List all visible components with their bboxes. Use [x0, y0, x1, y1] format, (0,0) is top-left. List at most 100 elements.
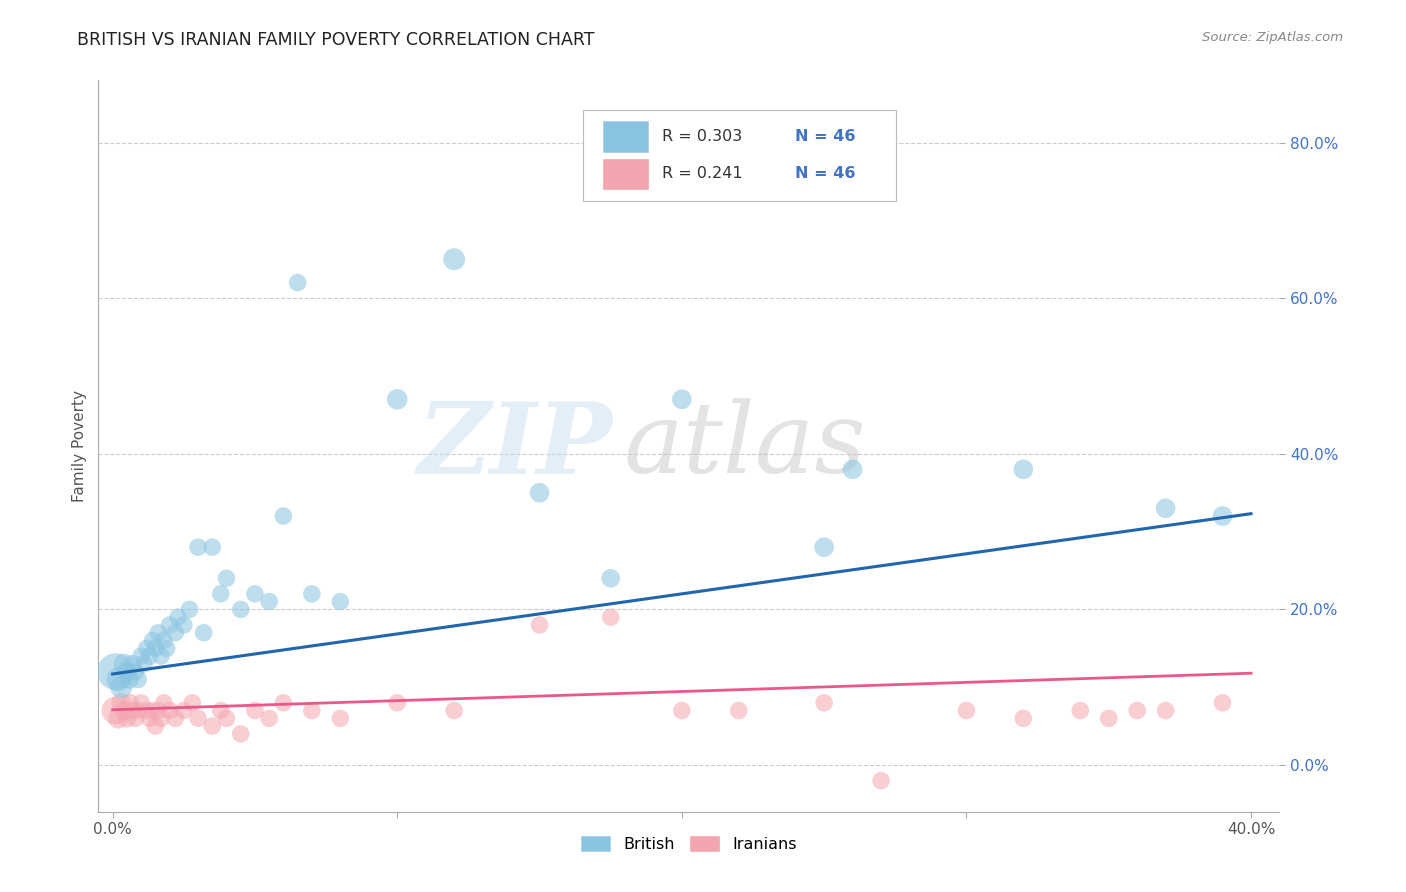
Point	[141, 704, 163, 718]
Text: R = 0.241: R = 0.241	[662, 167, 742, 181]
Point	[1098, 711, 1121, 725]
Point	[671, 392, 693, 407]
Point	[135, 704, 157, 718]
Point	[599, 610, 621, 624]
Point	[1212, 509, 1234, 524]
FancyBboxPatch shape	[603, 159, 648, 189]
Point	[215, 711, 238, 725]
Point	[813, 540, 835, 554]
Point	[870, 773, 893, 788]
Point	[165, 625, 187, 640]
Point	[671, 704, 693, 718]
Point	[201, 719, 224, 733]
Point	[1069, 704, 1091, 718]
Point	[1012, 462, 1035, 476]
Point	[209, 704, 232, 718]
Point	[115, 665, 138, 679]
Text: R = 0.303: R = 0.303	[662, 129, 742, 145]
Point	[173, 618, 195, 632]
Point	[115, 711, 138, 725]
Point	[443, 704, 465, 718]
Point	[167, 610, 190, 624]
Point	[112, 657, 135, 671]
Point	[187, 540, 209, 554]
Point	[301, 704, 323, 718]
Point	[187, 711, 209, 725]
Point	[955, 704, 977, 718]
Point	[287, 276, 309, 290]
Point	[129, 649, 152, 664]
Point	[243, 587, 266, 601]
Point	[257, 594, 280, 608]
Point	[179, 602, 201, 616]
Point	[150, 711, 173, 725]
Point	[150, 649, 173, 664]
Point	[148, 625, 170, 640]
Point	[104, 704, 127, 718]
Point	[135, 641, 157, 656]
Point	[121, 657, 143, 671]
Point	[1154, 704, 1177, 718]
Point	[138, 649, 160, 664]
Point	[387, 392, 409, 407]
Text: N = 46: N = 46	[796, 167, 856, 181]
Point	[599, 571, 621, 585]
Point	[132, 657, 155, 671]
Point	[229, 602, 252, 616]
Text: BRITISH VS IRANIAN FAMILY POVERTY CORRELATION CHART: BRITISH VS IRANIAN FAMILY POVERTY CORREL…	[77, 31, 595, 49]
Point	[1126, 704, 1149, 718]
Point	[107, 711, 129, 725]
Point	[156, 641, 179, 656]
Point	[727, 704, 749, 718]
Y-axis label: Family Poverty: Family Poverty	[72, 390, 87, 502]
Point	[112, 704, 135, 718]
Point	[127, 704, 149, 718]
Point	[229, 727, 252, 741]
Point	[329, 711, 352, 725]
Point	[201, 540, 224, 554]
Point	[124, 711, 146, 725]
Point	[841, 462, 863, 476]
Point	[173, 704, 195, 718]
Point	[387, 696, 409, 710]
FancyBboxPatch shape	[582, 110, 896, 201]
Point	[153, 633, 176, 648]
Point	[124, 665, 146, 679]
Point	[118, 673, 141, 687]
Point	[813, 696, 835, 710]
Point	[529, 485, 551, 500]
Point	[153, 696, 176, 710]
Point	[209, 587, 232, 601]
Point	[159, 618, 181, 632]
Point	[301, 587, 323, 601]
Point	[107, 673, 129, 687]
FancyBboxPatch shape	[603, 121, 648, 152]
Point	[243, 704, 266, 718]
Point	[1012, 711, 1035, 725]
Point	[129, 696, 152, 710]
Text: ZIP: ZIP	[418, 398, 612, 494]
Point	[127, 673, 149, 687]
Point	[443, 252, 465, 267]
Text: Source: ZipAtlas.com: Source: ZipAtlas.com	[1202, 31, 1343, 45]
Point	[143, 641, 166, 656]
Point	[121, 704, 143, 718]
Point	[138, 711, 160, 725]
Legend: British, Iranians: British, Iranians	[575, 830, 803, 859]
Point	[529, 618, 551, 632]
Point	[159, 704, 181, 718]
Point	[329, 594, 352, 608]
Point	[110, 680, 132, 694]
Text: N = 46: N = 46	[796, 129, 856, 145]
Point	[181, 696, 204, 710]
Point	[1212, 696, 1234, 710]
Point	[1154, 501, 1177, 516]
Point	[110, 696, 132, 710]
Point	[215, 571, 238, 585]
Point	[273, 696, 295, 710]
Point	[118, 696, 141, 710]
Point	[143, 719, 166, 733]
Point	[141, 633, 163, 648]
Text: atlas: atlas	[624, 399, 866, 493]
Point	[148, 704, 170, 718]
